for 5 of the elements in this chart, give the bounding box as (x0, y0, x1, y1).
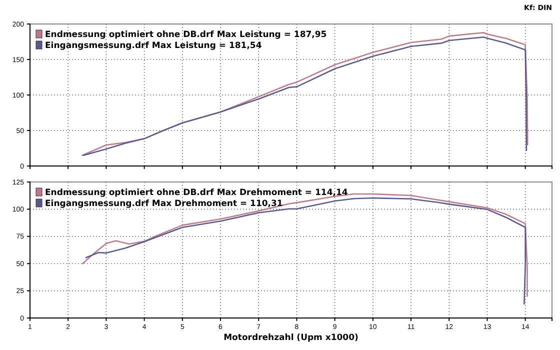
legend-label: Endmessung optimiert ohne DB.drf Max Drehmoment = 114,14 (45, 188, 348, 198)
x-axis-title: Motordrehzahl (Upm x1000) (224, 333, 359, 343)
legend-label: Eingangsmessung.drf Max Drehmoment = 110,31 (45, 199, 283, 209)
legend-label: Endmessung optimiert ohne DB.drf Max Leistung = 187,95 (45, 30, 327, 40)
legend-label: Eingangsmessung.drf Max Leistung = 181,54 (45, 41, 262, 51)
